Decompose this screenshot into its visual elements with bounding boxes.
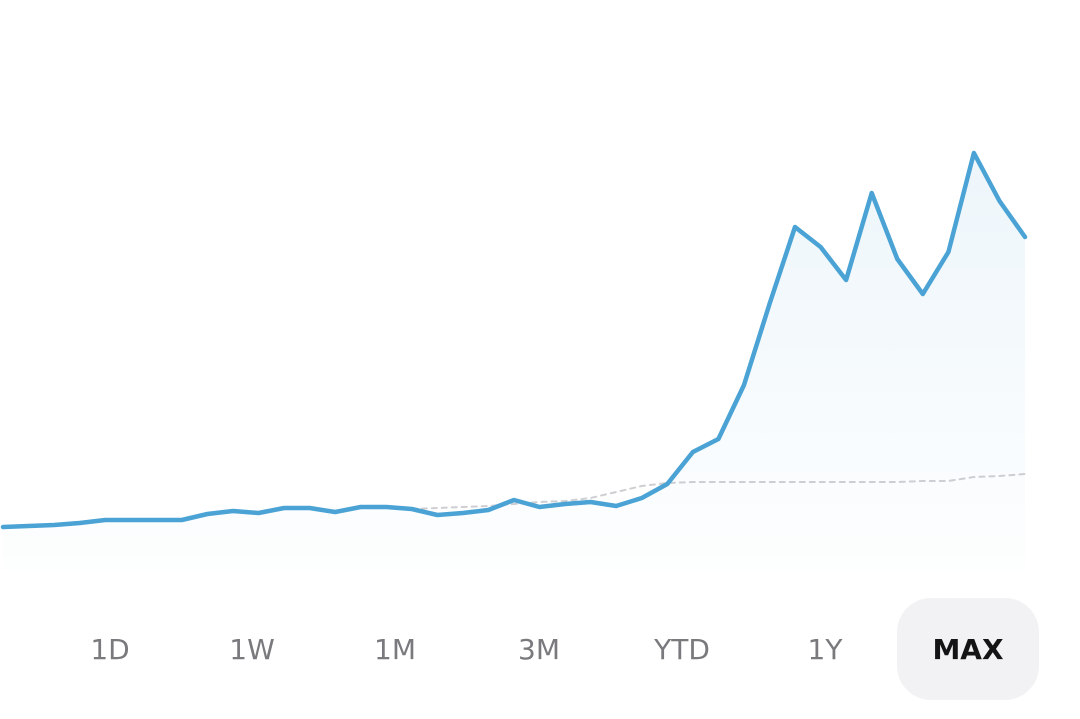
range-button[interactable]: 1W [229, 633, 275, 666]
range-button[interactable]: MAX [932, 633, 1004, 666]
price-line [0, 150, 1028, 530]
range-button[interactable]: 1M [374, 633, 416, 666]
range-button[interactable]: 1D [90, 633, 129, 666]
range-button[interactable]: 1Y [808, 633, 844, 666]
selected-button-bg[interactable] [897, 598, 1039, 700]
area [3, 153, 1025, 570]
range-selector: 1D 1W 1M 3M YTD 1Y MAX [90, 598, 1039, 700]
chart [0, 150, 1028, 570]
range-button[interactable]: 3M [518, 633, 560, 666]
range-button[interactable]: YTD [653, 633, 710, 666]
